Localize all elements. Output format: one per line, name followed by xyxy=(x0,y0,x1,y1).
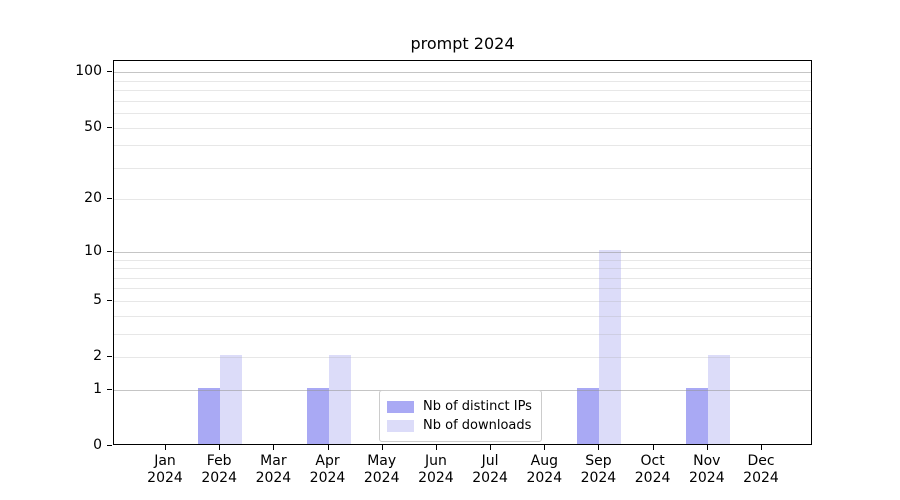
legend-label-distinct-ips: Nb of distinct IPs xyxy=(423,399,532,414)
x-tick-label: Sep 2024 xyxy=(580,453,617,486)
legend-label-downloads: Nb of downloads xyxy=(423,418,532,433)
gridline-minor xyxy=(114,167,811,169)
x-tick-mark xyxy=(706,445,708,450)
bar-downloads-feb xyxy=(220,355,243,444)
gridline-minor xyxy=(114,199,811,201)
x-tick-mark xyxy=(219,445,221,450)
x-tick-label: Feb 2024 xyxy=(201,453,237,486)
legend-item-downloads: Nb of downloads xyxy=(387,416,532,435)
x-tick-mark xyxy=(490,445,492,450)
bar-downloads-nov xyxy=(707,355,730,444)
x-tick-label: Jul 2024 xyxy=(472,453,508,486)
x-tick-label: Apr 2024 xyxy=(309,453,346,486)
y-tick-label: 1 xyxy=(93,380,102,397)
x-tick-label: Mar 2024 xyxy=(255,453,292,486)
y-tick-label: 100 xyxy=(75,63,102,80)
x-tick-label: Oct 2024 xyxy=(634,453,671,486)
gridline-major xyxy=(114,251,811,253)
x-tick-mark xyxy=(761,445,762,450)
gridline-minor xyxy=(114,90,811,92)
gridline-minor xyxy=(114,145,811,147)
y-tick-label: 5 xyxy=(93,291,102,308)
chart-title: prompt 2024 xyxy=(410,34,515,53)
y-tick-mark xyxy=(107,198,112,200)
x-tick-label: May 2024 xyxy=(363,453,400,486)
x-tick-mark xyxy=(273,445,275,450)
x-tick-label: Jun 2024 xyxy=(418,453,454,486)
gridline-minor xyxy=(114,268,811,269)
gridline-minor xyxy=(114,100,811,102)
legend-swatch-downloads xyxy=(387,419,414,432)
y-tick-mark xyxy=(107,126,112,128)
bar-distinct-ips-nov xyxy=(685,387,708,444)
x-tick-label: Dec 2024 xyxy=(743,453,779,486)
x-tick-mark xyxy=(381,445,383,450)
y-tick-label: 2 xyxy=(93,348,102,364)
x-tick-mark xyxy=(327,445,329,450)
y-tick-mark xyxy=(107,356,112,357)
y-tick-label: 50 xyxy=(84,118,102,135)
x-tick-label: Nov 2024 xyxy=(688,453,725,486)
gridline-minor xyxy=(114,357,811,358)
bar-distinct-ips-sep xyxy=(577,387,600,444)
gridline-minor xyxy=(114,333,811,335)
gridline-minor xyxy=(114,315,811,317)
gridline-minor xyxy=(114,300,811,302)
y-tick-label: 10 xyxy=(84,242,102,259)
y-tick-label: 20 xyxy=(84,190,102,207)
y-tick-mark xyxy=(107,71,112,73)
y-tick-mark xyxy=(107,299,112,301)
legend: Nb of distinct IPs Nb of downloads xyxy=(379,390,542,442)
bar-distinct-ips-feb xyxy=(198,387,221,444)
x-tick-label: Jan 2024 xyxy=(147,453,183,486)
gridline-minor xyxy=(114,259,811,261)
legend-item-distinct-ips: Nb of distinct IPs xyxy=(387,397,532,416)
gridline-minor xyxy=(114,80,811,82)
y-tick-label: 0 xyxy=(93,437,102,453)
x-tick-label: Aug 2024 xyxy=(526,453,563,486)
legend-swatch-distinct-ips xyxy=(387,400,414,413)
gridline-minor xyxy=(114,288,811,290)
x-tick-mark xyxy=(652,445,654,450)
y-tick-mark xyxy=(107,250,112,252)
gridline-minor xyxy=(114,127,811,129)
x-tick-mark xyxy=(165,445,166,450)
bar-downloads-apr xyxy=(328,355,351,444)
gridline-major xyxy=(114,72,811,74)
plot-area xyxy=(113,60,812,445)
bar-downloads-sep xyxy=(599,249,622,444)
bar-distinct-ips-apr xyxy=(306,387,329,444)
y-tick-mark xyxy=(107,445,112,446)
gridline-minor xyxy=(114,113,811,115)
x-tick-mark xyxy=(435,445,437,450)
x-tick-mark xyxy=(598,445,600,450)
x-tick-mark xyxy=(544,445,546,450)
gridline-minor xyxy=(114,277,811,279)
y-tick-mark xyxy=(107,388,112,390)
